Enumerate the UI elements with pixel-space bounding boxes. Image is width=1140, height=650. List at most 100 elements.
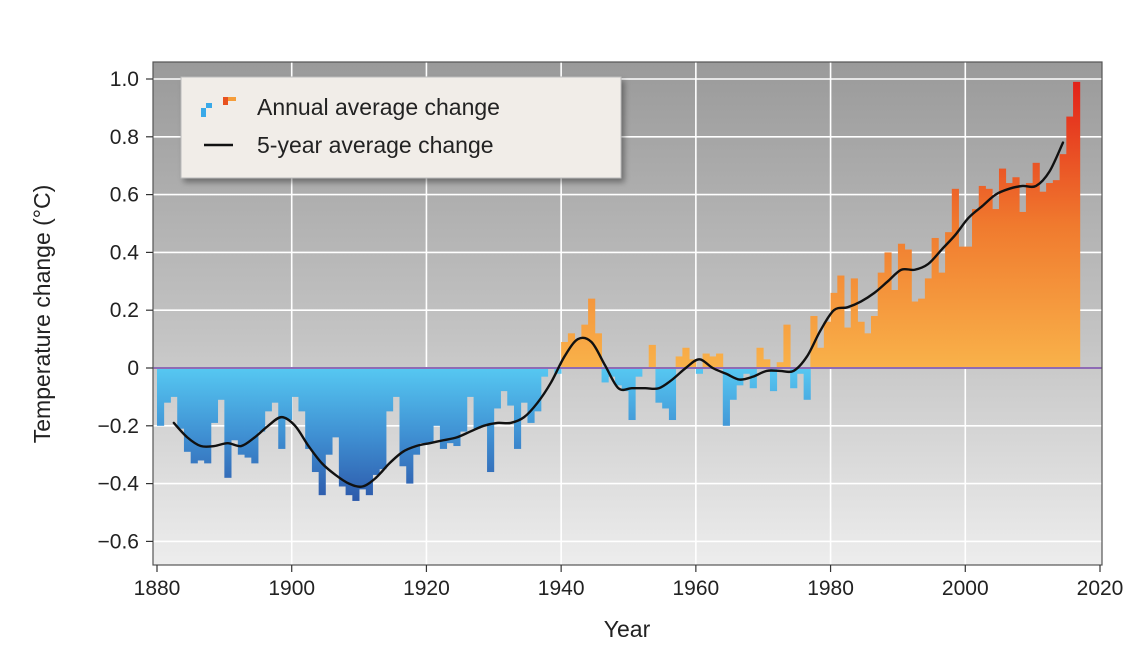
annual-bar: [318, 368, 326, 496]
annual-bar: [1073, 81, 1081, 368]
annual-bar: [487, 368, 495, 473]
annual-bar: [769, 368, 778, 392]
annual-bar: [1059, 154, 1067, 368]
annual-bar: [305, 368, 313, 449]
y-tick-label: −0.4: [98, 473, 140, 496]
annual-bar: [217, 368, 225, 400]
annual-bar: [446, 368, 454, 444]
annual-bar: [581, 324, 589, 368]
annual-bar: [588, 298, 596, 368]
annual-bar: [520, 368, 528, 403]
annual-bar: [736, 368, 744, 386]
annual-bar: [359, 368, 367, 490]
annual-bar: [716, 353, 724, 368]
annual-bar: [170, 368, 178, 397]
annual-bar: [776, 362, 784, 368]
annual-bar: [978, 185, 986, 368]
x-axis-ticks: 1880 1900 1920 1940 1960 1980 2000 2020: [134, 565, 1123, 600]
annual-bar: [945, 232, 953, 368]
legend-box: [180, 76, 622, 179]
annual-bar: [278, 368, 286, 449]
y-tick-label: −0.2: [98, 415, 139, 438]
annual-bar: [298, 368, 306, 412]
annual-bar: [702, 353, 710, 368]
annual-bar: [763, 359, 771, 368]
plot-frame: [152, 61, 1103, 566]
annual-bar: [911, 301, 919, 368]
annual-bar: [392, 368, 400, 397]
annual-bar: [1019, 211, 1027, 368]
annual-bar: [695, 368, 703, 374]
annual-bar: [985, 188, 993, 368]
annual-bar: [1032, 162, 1040, 368]
legend-label-annual: Annual average change: [257, 94, 500, 120]
bar-swatch-icon: [201, 97, 236, 117]
annual-bar: [460, 368, 468, 432]
annual-bar: [790, 368, 798, 389]
annual-bar: [1066, 116, 1074, 368]
y-tick-label: 1.0: [110, 68, 139, 91]
annual-bar: [756, 347, 764, 368]
annual-bar: [897, 243, 906, 368]
annual-bar: [500, 368, 508, 392]
y-axis-title: Temperature change (°C): [29, 185, 55, 443]
annual-bar: [904, 249, 912, 368]
annual-bar: [439, 368, 448, 449]
annual-bar: [271, 368, 279, 403]
annual-bar: [527, 368, 535, 423]
annual-bar: [473, 368, 481, 429]
legend-label-five-year: 5-year average change: [257, 132, 494, 158]
annual-bar: [433, 368, 441, 426]
annual-bar: [1046, 183, 1054, 368]
annual-bar: [648, 344, 656, 368]
annual-bar: [264, 368, 272, 412]
annual-bar: [864, 333, 872, 368]
annual-bar: [662, 368, 670, 409]
annual-bar: [163, 368, 171, 403]
annual-bar: [783, 324, 791, 368]
annual-bar: [938, 272, 946, 368]
annual-bar: [1005, 183, 1013, 368]
y-tick-label: 0.8: [110, 126, 139, 149]
annual-bar: [251, 368, 259, 464]
annual-bar: [567, 333, 576, 368]
annual-bar: [480, 368, 488, 426]
annual-bar: [426, 368, 434, 444]
annual-bar: [1052, 180, 1060, 368]
annual-bar: [574, 339, 582, 368]
annual-bar: [1025, 183, 1034, 368]
y-tick-label: −0.6: [98, 530, 139, 553]
annual-bar: [466, 368, 474, 397]
annual-bar: [386, 368, 394, 412]
annual-bar: [507, 368, 515, 406]
annual-bar: [615, 368, 623, 386]
x-tick-label: 1940: [538, 577, 585, 600]
annual-bar: [453, 368, 461, 447]
annual-bar: [379, 368, 387, 470]
annual-bar: [803, 368, 811, 400]
annual-bar: [540, 368, 549, 377]
annual-bar: [837, 275, 845, 368]
annual-bar: [830, 292, 838, 368]
annual-bar: [992, 209, 1000, 368]
annual-bar: [399, 368, 407, 467]
annual-bar: [210, 368, 219, 423]
annual-bar: [998, 168, 1007, 368]
annual-bar: [1039, 191, 1047, 368]
annual-bar: [749, 368, 757, 389]
five-year-average-line: [172, 141, 1065, 488]
annual-bar: [352, 368, 360, 501]
annual-bar: [931, 237, 939, 368]
annual-bar: [817, 347, 825, 368]
x-tick-label: 2000: [942, 577, 989, 600]
annual-bar: [972, 209, 980, 368]
annual-bar: [655, 368, 663, 403]
annual-bar: [870, 315, 879, 368]
annual-bar: [601, 368, 609, 383]
annual-bar: [918, 298, 926, 368]
annual-bar: [258, 368, 266, 432]
annual-bar: [709, 356, 717, 368]
annual-bar: [237, 368, 245, 455]
x-tick-label: 1980: [807, 577, 854, 600]
